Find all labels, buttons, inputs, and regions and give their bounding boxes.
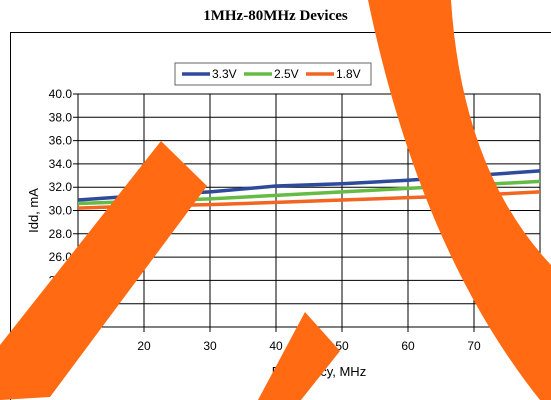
y-tick-label: 40.0 xyxy=(49,87,73,101)
legend-label: 1.8V xyxy=(336,67,361,81)
overlay-arc xyxy=(368,0,551,400)
overlay-stripe xyxy=(0,141,207,400)
chart-frame xyxy=(10,32,551,400)
x-tick-label: 60 xyxy=(401,339,415,353)
y-tick-label: 26.0 xyxy=(49,250,73,264)
page-title: 1MHz-80MHz Devices xyxy=(203,8,348,24)
y-tick-label: 38.0 xyxy=(49,110,73,124)
y-axis-title: Idd, mA xyxy=(26,188,41,233)
y-tick-label: 36.0 xyxy=(49,134,73,148)
y-tick-label: 32.0 xyxy=(49,180,73,194)
y-tick-label: 28.0 xyxy=(49,227,73,241)
x-tick-label: 50 xyxy=(335,339,349,353)
x-tick-label: 30 xyxy=(203,339,217,353)
overlay-stripe xyxy=(258,312,340,400)
y-tick-label: 34.0 xyxy=(49,157,73,171)
x-tick-label: 20 xyxy=(137,339,151,353)
legend-label: 3.3V xyxy=(212,67,237,81)
x-tick-label: 40 xyxy=(269,339,283,353)
legend-box xyxy=(174,62,372,86)
y-tick-label: 30.0 xyxy=(49,204,73,218)
legend: 3.3V 2.5V 1.8V xyxy=(174,62,372,86)
legend-label: 2.5V xyxy=(274,67,299,81)
x-tick-label: 70 xyxy=(467,339,481,353)
